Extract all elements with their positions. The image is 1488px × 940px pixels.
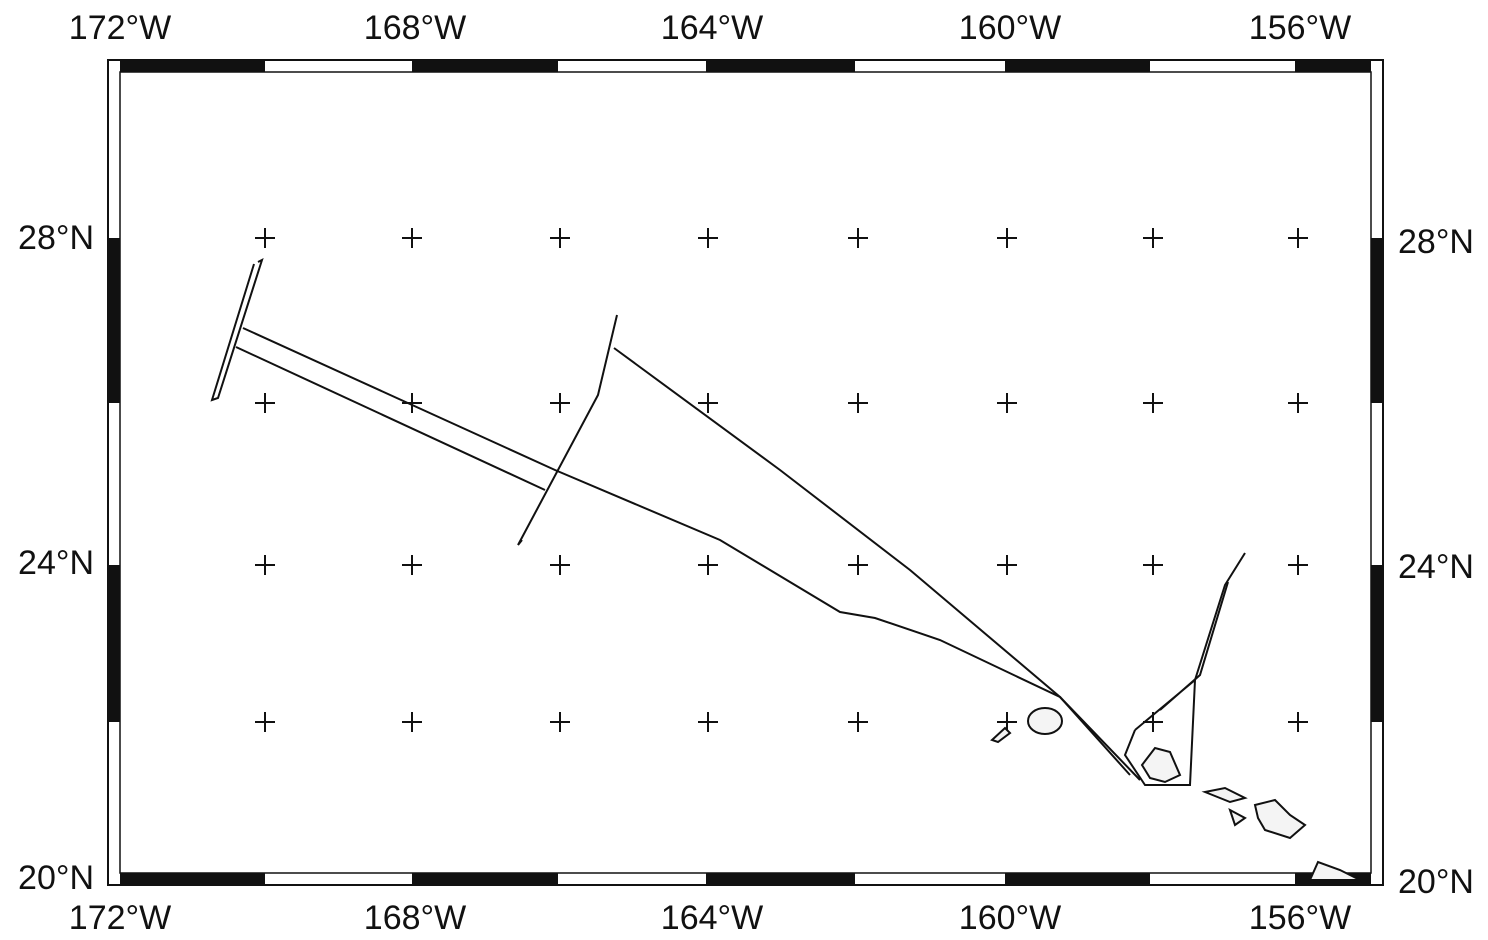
- frame-segment: [706, 60, 855, 72]
- ship-tracks: [210, 258, 1246, 786]
- frame-segment: [412, 873, 558, 885]
- latitude-label: 20°N: [1398, 863, 1474, 901]
- longitude-label: 172°W: [69, 9, 171, 47]
- graticule-cross: [848, 555, 868, 575]
- longitude-label: 168°W: [364, 899, 466, 937]
- graticule-cross: [402, 712, 422, 732]
- latitude-label: 20°N: [18, 859, 94, 897]
- latitude-label: 24°N: [18, 544, 94, 582]
- longitude-label: 164°W: [661, 899, 763, 937]
- island: [990, 726, 1012, 744]
- graticule-cross: [1288, 555, 1308, 575]
- longitude-label: 160°W: [959, 9, 1061, 47]
- graticule-cross: [255, 555, 275, 575]
- graticule-cross: [402, 228, 422, 248]
- graticule-cross: [848, 228, 868, 248]
- island: [1228, 807, 1247, 827]
- graticule-cross: [997, 393, 1017, 413]
- latitude-label: 28°N: [1398, 223, 1474, 261]
- island: [1027, 707, 1063, 735]
- island: [1253, 798, 1307, 840]
- frame-segment: [1005, 60, 1150, 72]
- island: [1201, 786, 1248, 804]
- map-frame: [107, 59, 1384, 886]
- longitude-label: 156°W: [1249, 899, 1351, 937]
- graticule-cross: [997, 555, 1017, 575]
- frame-segment: [706, 873, 855, 885]
- ship-track: [235, 346, 546, 491]
- graticule-cross: [550, 393, 570, 413]
- frame-segment: [1371, 565, 1383, 722]
- island: [1308, 860, 1361, 881]
- frame-inner: [119, 71, 1372, 874]
- graticule-cross: [550, 228, 570, 248]
- frame-segment: [108, 565, 120, 722]
- graticule-cross: [848, 712, 868, 732]
- ship-track: [517, 314, 618, 546]
- frame-segment: [1371, 238, 1383, 403]
- graticule-cross: [698, 393, 718, 413]
- islands: [990, 707, 1361, 881]
- frame-segment: [1295, 60, 1371, 72]
- graticule-crosses: [255, 228, 1308, 732]
- longitude-label: 172°W: [69, 899, 171, 937]
- frame-segment: [412, 60, 558, 72]
- longitude-label: 168°W: [364, 9, 466, 47]
- ship-track: [242, 327, 1141, 781]
- longitude-label: 160°W: [959, 899, 1061, 937]
- longitude-label: 156°W: [1249, 9, 1351, 47]
- graticule-cross: [698, 555, 718, 575]
- ship-track: [1123, 552, 1246, 786]
- graticule-cross: [1143, 555, 1163, 575]
- frame-segment: [1005, 873, 1150, 885]
- graticule-cross: [550, 555, 570, 575]
- graticule-cross: [1143, 228, 1163, 248]
- frame-segment: [120, 60, 265, 72]
- graticule-cross: [1143, 393, 1163, 413]
- island: [1140, 746, 1182, 784]
- graticule-cross: [402, 555, 422, 575]
- graticule-cross: [1288, 712, 1308, 732]
- graticule-cross: [1288, 228, 1308, 248]
- latitude-label: 28°N: [18, 219, 94, 257]
- graticule-cross: [1288, 393, 1308, 413]
- graticule-cross: [255, 393, 275, 413]
- longitude-label: 164°W: [661, 9, 763, 47]
- ship-track: [210, 258, 264, 402]
- graticule-cross: [255, 228, 275, 248]
- graticule-cross: [997, 228, 1017, 248]
- frame-segment: [108, 238, 120, 403]
- graticule-cross: [698, 228, 718, 248]
- coordinate-labels: 172°W 172°W 168°W 168°W 164°W 164°W 160°W 160°W…: [18, 9, 1474, 937]
- graticule-cross: [698, 712, 718, 732]
- frame-segment: [120, 873, 265, 885]
- ship-track: [1134, 581, 1229, 731]
- latitude-label: 24°N: [1398, 548, 1474, 586]
- graticule-cross: [255, 712, 275, 732]
- graticule-cross: [550, 712, 570, 732]
- ship-track: [613, 347, 1131, 776]
- graticule-cross: [402, 393, 422, 413]
- graticule-cross: [848, 393, 868, 413]
